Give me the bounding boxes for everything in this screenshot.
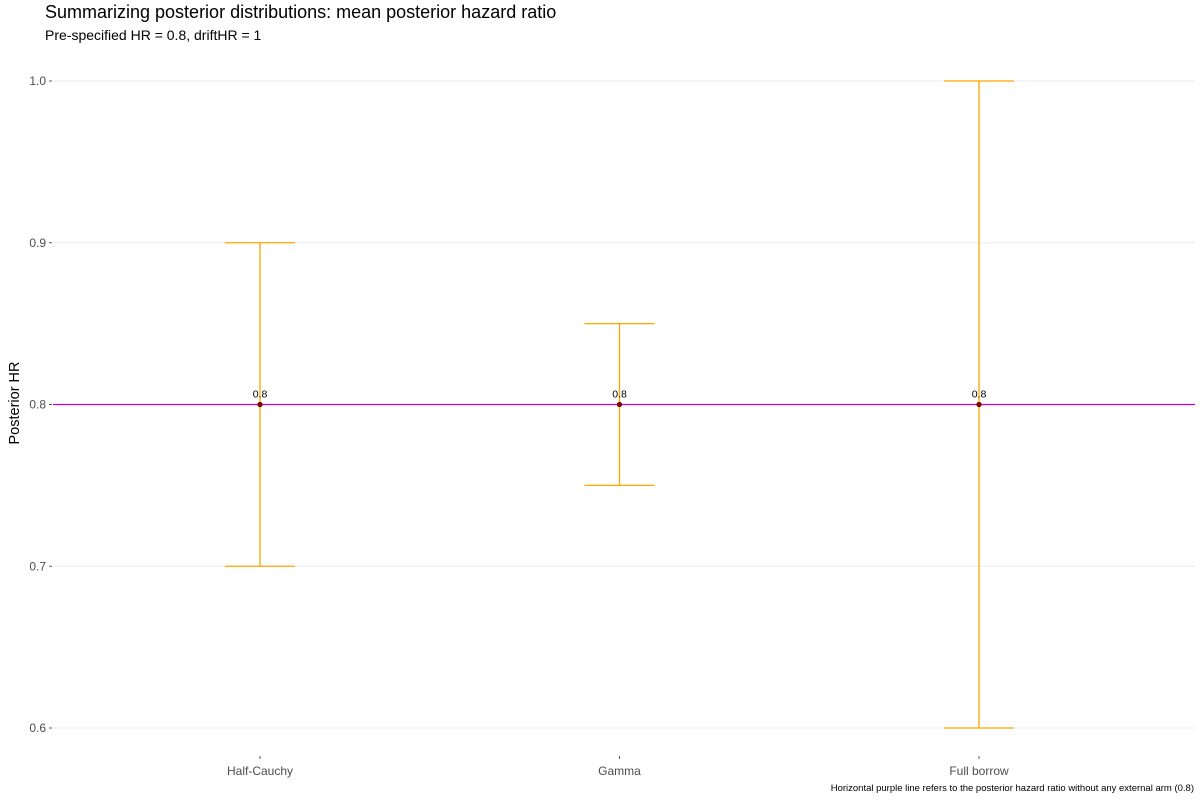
data-label: 0.8 (972, 389, 987, 401)
y-tick-label: 0.9 (29, 236, 46, 250)
mean-point (976, 401, 982, 408)
chart-title: Summarizing posterior distributions: mea… (45, 2, 557, 22)
data-label: 0.8 (253, 389, 268, 401)
data-label: 0.8 (612, 389, 627, 401)
axis-layer: 0.6 0.7 0.8 0.9 1.0 Half-Cauchy Gamma Full borr… (29, 74, 1009, 778)
x-tick-label: Half-Cauchy (227, 764, 293, 778)
x-tick-label: Gamma (598, 764, 641, 778)
x-tick-label: Full borrow (949, 764, 1009, 778)
y-tick-label: 0.6 (29, 721, 46, 735)
y-tick-label: 0.7 (29, 559, 46, 573)
mean-point (616, 401, 623, 408)
mean-point (257, 401, 263, 408)
y-tick-label: 1.0 (29, 74, 46, 88)
chart-caption: Horizontal purple line refers to the pos… (830, 783, 1194, 794)
y-tick-label: 0.8 (29, 398, 46, 412)
point-layer: 0.8 0.8 0.8 (253, 389, 987, 408)
chart-subtitle: Pre-specified HR = 0.8, driftHR = 1 (45, 27, 262, 43)
